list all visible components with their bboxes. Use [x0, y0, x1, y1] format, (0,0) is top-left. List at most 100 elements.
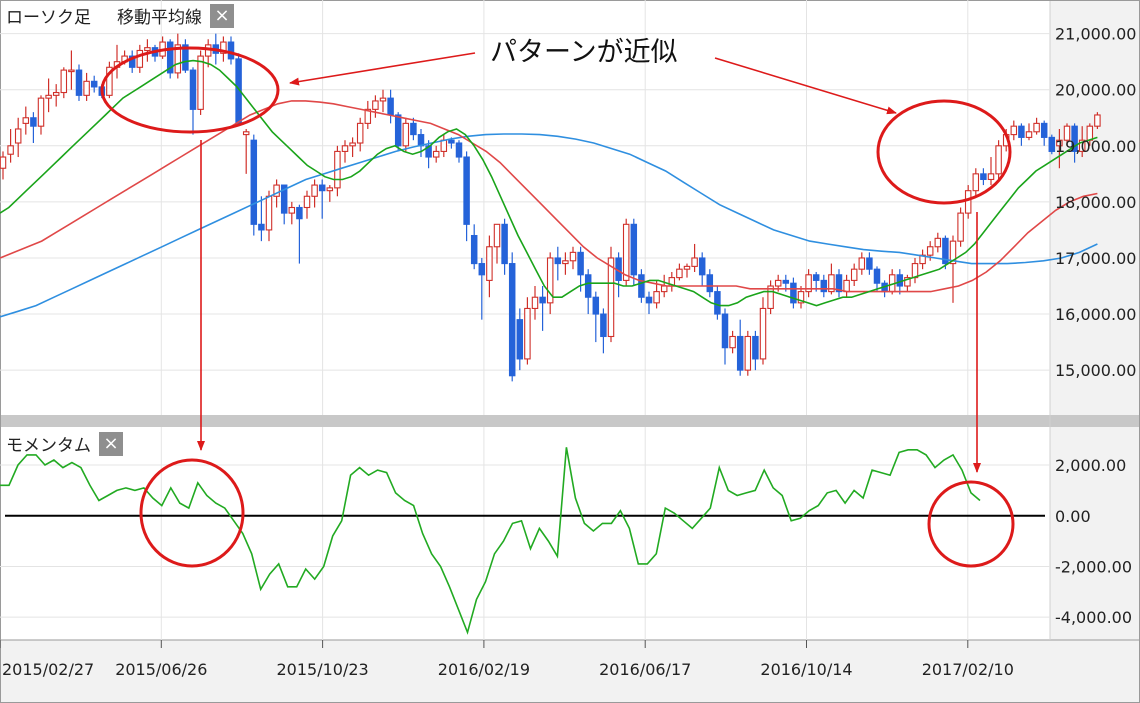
candle-down	[1040, 122, 1048, 138]
momentum-tick-label: 0.00	[1055, 507, 1091, 526]
candle-down	[812, 274, 820, 281]
candle-down	[645, 296, 653, 304]
candle-up	[653, 291, 660, 304]
candle-down	[250, 139, 258, 225]
candle-up	[926, 246, 934, 256]
candle-up	[744, 335, 752, 371]
candle-up	[1056, 139, 1063, 147]
candle-up	[341, 145, 349, 152]
x-tick-label: 2015/06/26	[115, 660, 207, 679]
candle-down	[387, 97, 394, 116]
highlight-circle-left	[139, 458, 245, 568]
candle-up	[37, 97, 45, 127]
candle-up	[562, 260, 569, 265]
candle-panel-header: ローソク足 移動平均線 ×	[6, 3, 234, 28]
close-momentum-panel-button[interactable]: ×	[99, 431, 123, 456]
candle-up	[402, 122, 410, 147]
candle-up	[14, 128, 22, 144]
candle-up	[919, 254, 926, 265]
candle-up	[858, 257, 866, 270]
candle-up	[1094, 114, 1101, 127]
candle-up	[729, 335, 736, 349]
candle-down	[866, 257, 873, 270]
candle-down	[554, 257, 562, 265]
momentum-tick-label: -4,000.00	[1055, 608, 1132, 627]
candle-down	[166, 41, 174, 74]
moving-average-label: 移動平均線	[117, 8, 202, 28]
candle-up	[440, 139, 448, 152]
candle-up	[372, 100, 379, 110]
ma-long-line	[0, 133, 1098, 318]
candle-up	[569, 251, 577, 262]
candle-up	[957, 212, 964, 242]
candle-up	[607, 257, 615, 338]
candle-down	[630, 223, 638, 276]
candle-up	[622, 223, 630, 281]
candle-up	[1010, 125, 1018, 136]
candle-up	[379, 97, 387, 102]
candle-down	[721, 313, 729, 349]
candle-down	[128, 55, 136, 68]
candle-up	[546, 257, 554, 304]
price-tick-label: 15,000.00	[1055, 361, 1136, 380]
candle-up	[7, 145, 14, 155]
candle-up	[242, 131, 250, 136]
candle-down	[189, 69, 197, 110]
candle-down	[1048, 136, 1056, 152]
candle-up	[0, 156, 7, 169]
momentum-line	[0, 447, 981, 635]
candle-down	[463, 156, 470, 225]
arrow-to-right-pattern	[714, 57, 897, 115]
candle-up	[486, 246, 493, 281]
candle-down	[318, 184, 326, 192]
x-tick-label: 2016/06/17	[599, 660, 691, 679]
candle-up	[1078, 139, 1086, 152]
price-tick-label: 19,000.00	[1055, 137, 1136, 156]
candle-down	[280, 184, 288, 214]
candle-down	[592, 296, 600, 315]
candle-down	[30, 117, 37, 127]
candle-down	[478, 263, 486, 276]
candle-down	[425, 145, 432, 158]
candle-down	[577, 251, 584, 276]
candle-up	[767, 285, 774, 309]
candle-down	[752, 335, 759, 360]
candle-down	[714, 291, 721, 315]
candle-up	[911, 263, 919, 279]
candle-up	[364, 108, 372, 124]
candle-up	[676, 268, 683, 279]
candle-up	[987, 173, 995, 181]
candle-down	[1018, 125, 1025, 138]
candle-down	[600, 313, 607, 338]
candle-up	[1063, 125, 1071, 141]
candle-up	[303, 195, 311, 209]
candle-down	[698, 257, 706, 276]
candle-up	[136, 49, 144, 68]
candle-up	[524, 307, 531, 360]
close-candle-panel-button[interactable]: ×	[210, 3, 234, 28]
candle-up	[934, 237, 942, 248]
momentum-tick-label: 2,000.00	[1055, 456, 1126, 475]
candle-down	[736, 335, 744, 371]
momentum-panel-header: モメンタム ×	[6, 431, 123, 456]
price-tick-label: 21,000.00	[1055, 25, 1136, 44]
candle-down	[448, 139, 455, 144]
x-tick-label: 2016/02/19	[438, 660, 530, 679]
highlight-ellipse-left	[100, 46, 280, 134]
ma-short-line	[0, 59, 1098, 307]
candle-down	[394, 114, 402, 147]
candle-up	[174, 44, 182, 74]
candle-up	[356, 122, 364, 144]
candle-down	[980, 173, 987, 181]
arrow-to-left-pattern	[289, 52, 476, 86]
candle-up	[904, 277, 911, 287]
candle-up	[759, 307, 767, 360]
candle-down	[638, 274, 645, 298]
candle-down	[455, 142, 463, 158]
highlight-circle-right	[927, 480, 1015, 568]
candle-down	[182, 44, 189, 71]
candle-up	[22, 117, 30, 124]
price-tick-label: 17,000.00	[1055, 249, 1136, 268]
price-tick-label: 16,000.00	[1055, 305, 1136, 324]
